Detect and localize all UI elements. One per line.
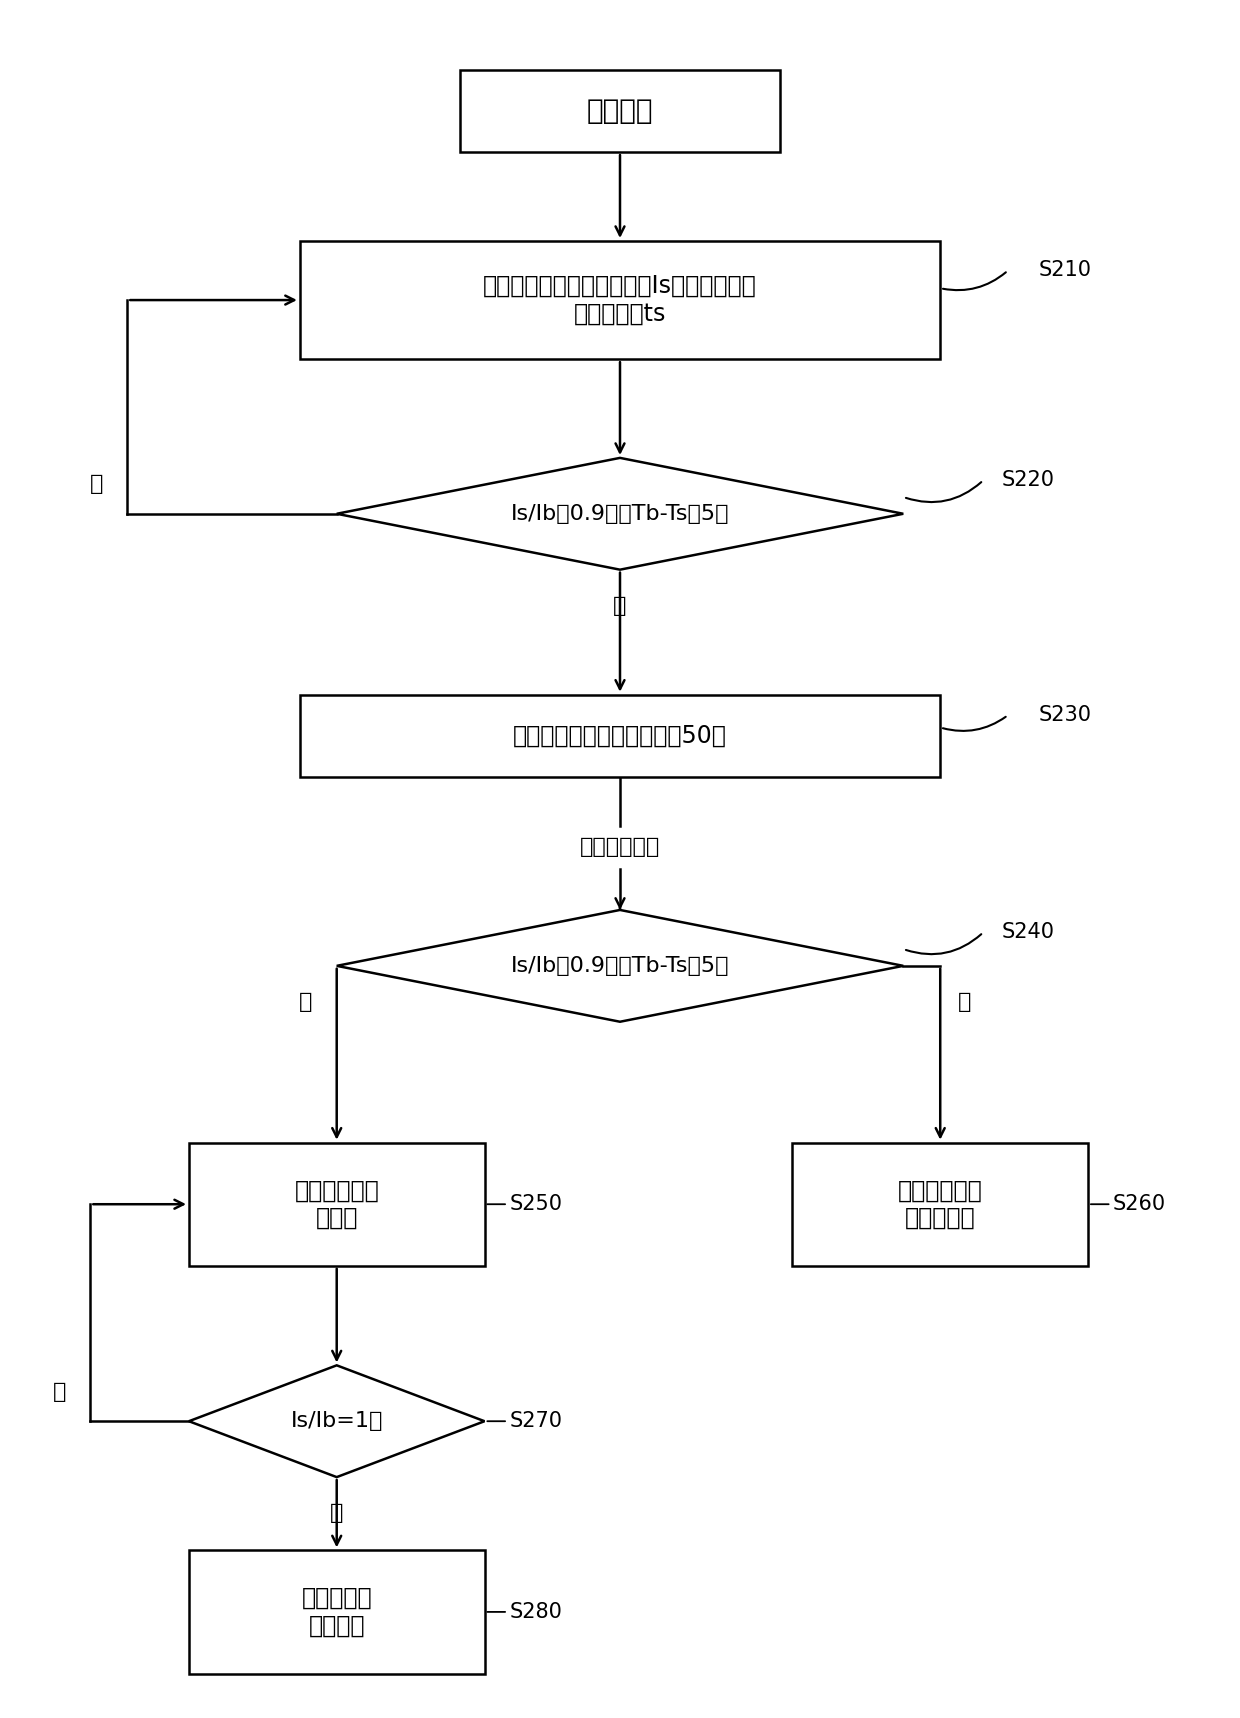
Text: 否: 否 [959,991,972,1012]
Polygon shape [337,911,903,1022]
Text: S230: S230 [1039,704,1091,725]
FancyBboxPatch shape [792,1142,1087,1266]
FancyBboxPatch shape [300,694,940,777]
Text: 否: 否 [89,474,103,495]
Text: S240: S240 [1002,923,1055,941]
Text: 空调器维持当
前制热工况: 空调器维持当 前制热工况 [898,1179,982,1230]
Text: S260: S260 [1112,1194,1166,1215]
Text: S210: S210 [1039,261,1091,280]
Text: 空调器运行除
霜模式: 空调器运行除 霜模式 [294,1179,379,1230]
Text: S270: S270 [510,1410,562,1431]
Text: 否: 否 [53,1381,66,1402]
Polygon shape [337,459,903,570]
Text: Is/Ib＜0.9，且Tb-Ts＞5？: Is/Ib＜0.9，且Tb-Ts＞5？ [511,503,729,524]
Text: 将空调器的节流阀开度增大50步: 将空调器的节流阀开度增大50步 [513,723,727,747]
Text: 检测室外风机的实时电流值Is和室外盘管的
实时温度值ts: 检测室外风机的实时电流值Is和室外盘管的 实时温度值ts [484,275,756,326]
FancyBboxPatch shape [188,1550,485,1673]
Text: 是: 是 [330,1503,343,1524]
Text: 制热运行: 制热运行 [587,96,653,125]
Text: 是: 是 [299,991,312,1012]
Text: S280: S280 [510,1601,562,1622]
Text: 运行五分钟后: 运行五分钟后 [580,837,660,857]
Text: 是: 是 [614,596,626,615]
Text: Is/Ib＜0.9，且Tb-Ts＞5？: Is/Ib＜0.9，且Tb-Ts＞5？ [511,955,729,976]
FancyBboxPatch shape [188,1142,485,1266]
Text: S250: S250 [510,1194,562,1215]
Text: S220: S220 [1002,471,1055,490]
FancyBboxPatch shape [300,241,940,359]
FancyBboxPatch shape [460,70,780,153]
Text: Is/Ib=1？: Is/Ib=1？ [290,1410,383,1431]
Text: 空调器退出
除霜模式: 空调器退出 除霜模式 [301,1586,372,1637]
Polygon shape [188,1366,485,1477]
